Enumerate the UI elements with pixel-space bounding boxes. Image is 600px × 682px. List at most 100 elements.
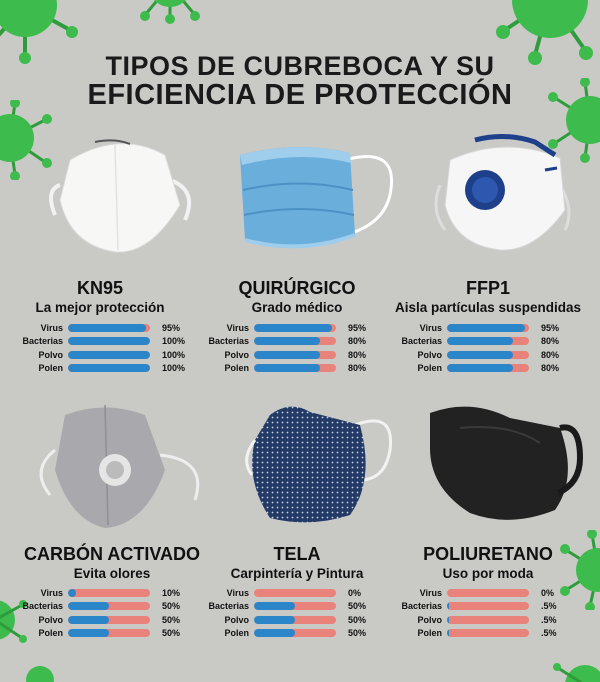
stat-bar-fill	[68, 615, 109, 624]
stat-value: 50%	[162, 601, 181, 612]
stat-bar-fill	[254, 629, 295, 638]
stat-row: Polvo 50%	[202, 613, 392, 627]
stats-kn95: Virus 95% Bacterias 100% Polvo 100% Polen 100%	[16, 321, 206, 375]
stat-row: Bacterias 80%	[395, 335, 585, 349]
stat-value: 95%	[348, 322, 367, 333]
stat-row: Bacterias 100%	[16, 335, 206, 349]
stat-value: .5%	[541, 614, 557, 625]
stat-row: Bacterias 50%	[202, 600, 392, 614]
stat-value: 80%	[348, 336, 367, 347]
stat-row: Virus 95%	[202, 321, 392, 335]
stat-label: Virus	[226, 587, 249, 598]
mask-name: QUIRÚRGICO	[238, 278, 356, 298]
stat-bar-fill	[447, 602, 450, 611]
stat-label: Bacterias	[22, 601, 63, 612]
stat-bar	[447, 602, 529, 611]
stat-bar	[447, 364, 529, 373]
stat-label: Polvo	[38, 349, 63, 360]
virus-icon	[553, 663, 600, 682]
stat-value: 80%	[348, 349, 367, 360]
stat-bar-fill	[254, 350, 320, 359]
stat-row: Polvo 100%	[16, 348, 206, 362]
stat-label: Polen	[417, 363, 442, 374]
stat-row: Polvo 80%	[395, 348, 585, 362]
stat-bar	[447, 588, 529, 597]
virus-icon	[26, 666, 54, 682]
stat-value: 50%	[348, 614, 367, 625]
stat-value: 50%	[162, 628, 181, 639]
stat-label: Virus	[419, 322, 442, 333]
stat-row: Polen 50%	[16, 627, 206, 641]
stats-tela: Virus 0% Bacterias 50% Polvo 50% Polen 50%	[202, 586, 392, 640]
stat-row: Polen 80%	[202, 362, 392, 376]
stat-value: 10%	[162, 587, 181, 598]
stat-label: Bacterias	[22, 336, 63, 347]
stat-value: 100%	[162, 336, 186, 347]
stat-bar	[254, 588, 336, 597]
stat-bar-fill	[447, 323, 525, 332]
virus-icon	[560, 530, 600, 610]
stat-value: 80%	[541, 336, 560, 347]
stat-bar	[68, 615, 150, 624]
stat-bar-fill	[254, 337, 320, 346]
stat-bar	[68, 602, 150, 611]
stat-row: Bacterias 80%	[202, 335, 392, 349]
stat-value: 80%	[348, 363, 367, 374]
stat-bar	[447, 615, 529, 624]
stat-row: Polen 100%	[16, 362, 206, 376]
stat-bar	[68, 323, 150, 332]
stat-bar	[68, 588, 150, 597]
stat-value: 80%	[541, 349, 560, 360]
stat-row: Polen .5%	[395, 627, 585, 641]
stat-row: Polen 80%	[395, 362, 585, 376]
stat-label: Bacterias	[208, 336, 249, 347]
mask-subtitle: Aisla partículas suspendidas	[394, 300, 582, 315]
stat-value: 100%	[162, 349, 186, 360]
virus-icon	[496, 0, 593, 65]
stat-bar	[254, 337, 336, 346]
stat-label: Polen	[224, 363, 249, 374]
stat-bar-fill	[447, 350, 513, 359]
stat-bar	[68, 337, 150, 346]
stat-label: Virus	[226, 322, 249, 333]
stat-label: Polvo	[224, 349, 249, 360]
cloth-mask-icon	[245, 406, 393, 523]
virus-icon	[0, 600, 27, 643]
stat-row: Polvo 80%	[202, 348, 392, 362]
stat-bar	[447, 323, 529, 332]
carbon-mask-icon	[39, 404, 200, 528]
polyurethane-mask-icon	[430, 406, 584, 520]
stat-bar-fill	[68, 602, 109, 611]
stat-value: 50%	[348, 628, 367, 639]
stat-bar-fill	[68, 337, 150, 346]
stat-label: Bacterias	[401, 336, 442, 347]
stats-poliuretano: Virus 0% Bacterias .5% Polvo .5% Polen .5%	[395, 586, 585, 640]
stat-row: Polen 50%	[202, 627, 392, 641]
stats-ffp1: Virus 95% Bacterias 80% Polvo 80% Polen 80%	[395, 321, 585, 375]
stat-label: Virus	[40, 587, 63, 598]
stat-bar	[68, 364, 150, 373]
mask-subtitle: Evita olores	[73, 566, 151, 581]
stat-bar-fill	[68, 350, 150, 359]
stats-quirurgico: Virus 95% Bacterias 80% Polvo 80% Polen 80%	[202, 321, 392, 375]
stat-row: Virus 0%	[202, 586, 392, 600]
stat-bar-fill	[254, 615, 295, 624]
stat-bar-fill	[68, 588, 77, 597]
kn95-mask-icon	[49, 139, 191, 253]
mask-subtitle: La mejor protección	[35, 300, 165, 315]
stat-bar-fill	[254, 323, 332, 332]
mask-name: KN95	[76, 278, 124, 298]
surgical-mask-icon	[240, 146, 393, 249]
stat-bar-fill	[254, 364, 320, 373]
stat-bar-fill	[447, 629, 450, 638]
stat-bar-fill	[447, 337, 513, 346]
stat-value: 0%	[348, 587, 362, 598]
stat-label: Virus	[419, 587, 442, 598]
stat-bar	[254, 602, 336, 611]
stat-label: Bacterias	[208, 601, 249, 612]
stat-bar	[68, 350, 150, 359]
stat-label: Polvo	[38, 614, 63, 625]
stat-value: 95%	[162, 322, 181, 333]
stat-row: Virus 0%	[395, 586, 585, 600]
virus-icon	[548, 78, 600, 163]
